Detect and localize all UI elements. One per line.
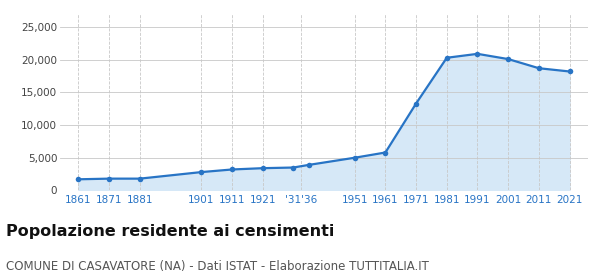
Point <box>104 176 114 181</box>
Point <box>503 57 513 61</box>
Point <box>258 166 268 171</box>
Point <box>473 52 482 56</box>
Point <box>289 165 298 170</box>
Point <box>411 101 421 106</box>
Point <box>380 150 390 155</box>
Text: COMUNE DI CASAVATORE (NA) - Dati ISTAT - Elaborazione TUTTITALIA.IT: COMUNE DI CASAVATORE (NA) - Dati ISTAT -… <box>6 260 429 273</box>
Point <box>74 177 83 181</box>
Point <box>135 176 145 181</box>
Point <box>442 55 452 60</box>
Point <box>565 69 574 74</box>
Point <box>304 163 313 167</box>
Text: Popolazione residente ai censimenti: Popolazione residente ai censimenti <box>6 224 334 239</box>
Point <box>196 170 206 174</box>
Point <box>350 155 359 160</box>
Point <box>227 167 237 172</box>
Point <box>534 66 544 71</box>
